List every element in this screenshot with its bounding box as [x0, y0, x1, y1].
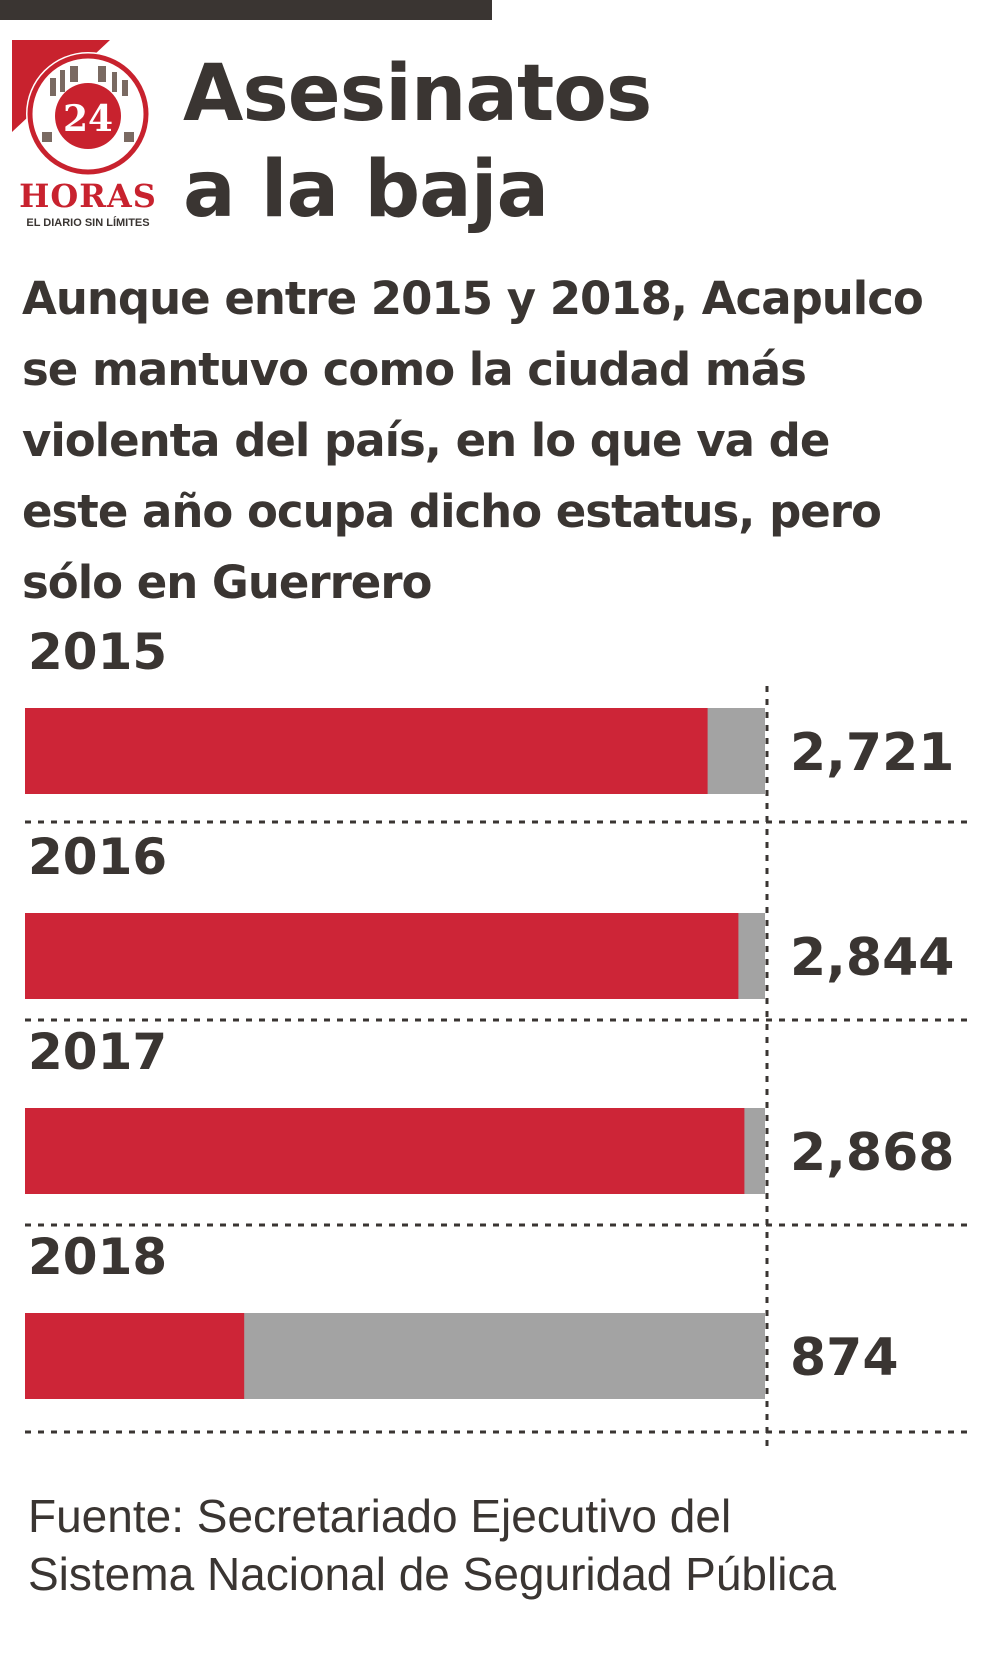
bar-chart: 2015 2,721 2016 2,844 2017 2,868 2018 874 — [25, 623, 968, 1452]
subheadline: Aunque entre 2015 y 2018, Acapulco se ma… — [22, 263, 972, 618]
year-label: 2017 — [28, 1023, 167, 1081]
subheadline-line: sólo en Guerrero — [22, 556, 432, 609]
bar — [25, 708, 708, 794]
subheadline-line: Aunque entre 2015 y 2018, Acapulco — [22, 272, 924, 325]
year-label: 2016 — [28, 828, 167, 886]
source-line: Fuente: Secretariado Ejecutivo del — [28, 1490, 732, 1542]
subheadline-line: se mantuvo como la ciudad más — [22, 343, 807, 396]
logo-tagline: EL DIARIO SIN LÍMITES — [26, 217, 150, 229]
headline-line: a la baja — [183, 145, 549, 235]
source-note: Fuente: Secretariado Ejecutivo del Siste… — [28, 1487, 968, 1603]
value-label: 2,868 — [790, 1123, 954, 1183]
logo: 24 HORAS EL DIARIO SIN LÍMITES — [12, 40, 156, 238]
subheadline-line: violenta del país, en lo que va de — [22, 414, 830, 467]
year-label: 2018 — [28, 1228, 167, 1286]
bar — [25, 1108, 745, 1194]
logo-emblem-icon: 24 — [12, 40, 150, 176]
bar — [25, 1313, 245, 1399]
value-label: 2,844 — [790, 928, 954, 988]
year-label: 2015 — [28, 623, 167, 681]
subheadline-line: este año ocupa dicho estatus, pero — [22, 485, 882, 538]
logo-wordmark: HORAS — [19, 177, 157, 215]
headline-line: Asesinatos — [183, 49, 652, 139]
logo-number: 24 — [63, 98, 113, 140]
value-label: 874 — [790, 1328, 899, 1388]
bar — [25, 913, 739, 999]
top-rule — [0, 0, 492, 20]
value-label: 2,721 — [790, 723, 954, 783]
headline: Asesinatos a la baja — [183, 46, 963, 238]
source-line: Sistema Nacional de Seguridad Pública — [28, 1548, 837, 1600]
